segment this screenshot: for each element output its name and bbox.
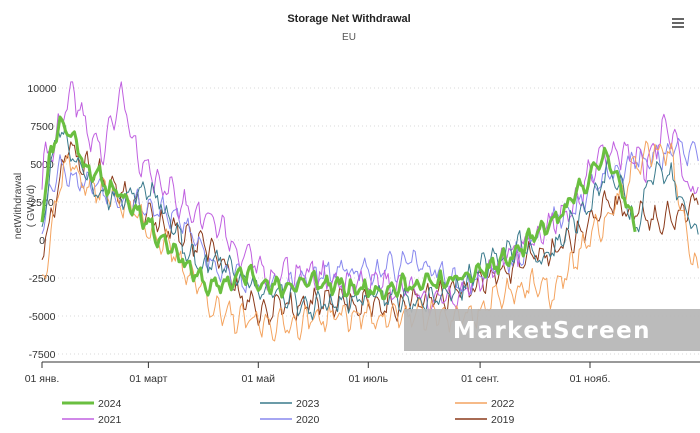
x-tick-label: 01 март [129, 373, 167, 385]
y-tick-label: 0 [39, 235, 45, 247]
x-tick-label: 01 июль [348, 373, 388, 385]
legend-label: 2023 [296, 398, 320, 410]
legend-item-2022[interactable]: 2022 [455, 398, 515, 410]
series-line-2022 [41, 140, 699, 342]
legend-label: 2024 [98, 398, 122, 410]
x-tick-label: 01 май [242, 373, 276, 385]
chart-subtitle: EU [342, 32, 356, 43]
y-axis-label: netWithdrawal [12, 173, 24, 240]
series-line-2021 [41, 81, 699, 316]
series-lines [40, 81, 699, 342]
legend-item-2020[interactable]: 2020 [260, 414, 320, 426]
chart-menu-button[interactable] [670, 16, 686, 30]
legend-item-2021[interactable]: 2021 [62, 414, 122, 426]
x-tick-label: 01 нояб. [570, 373, 611, 385]
y-tick-label: 2500 [30, 197, 54, 209]
legend-label: 2019 [491, 414, 515, 426]
y-tick-label: -2500 [29, 273, 56, 285]
legend-item-2019[interactable]: 2019 [455, 414, 515, 426]
y-tick-label: 10000 [27, 83, 56, 95]
y-axis-title: netWithdrawal ( GWh/d) [12, 173, 37, 240]
legend: 2024 2023 2022 2021 2020 2019 [62, 398, 515, 426]
watermark-text: MarketScreen [453, 318, 651, 344]
watermark-box [404, 309, 700, 351]
legend-label: 2022 [491, 398, 515, 410]
series-line-2024 [40, 115, 637, 301]
x-tick-label: 01 сент. [461, 373, 499, 385]
y-tick-label: -7500 [29, 349, 56, 361]
chart-title: Storage Net Withdrawal [287, 13, 410, 25]
legend-item-2024[interactable]: 2024 [62, 398, 122, 410]
x-tick-label: 01 янв. [25, 373, 60, 385]
y-tick-label: 7500 [30, 121, 54, 133]
x-axis-ticks: 01 янв. 01 март 01 май 01 июль 01 сент. 01 но… [25, 362, 611, 385]
y-tick-label: -5000 [29, 311, 56, 323]
watermark: MarketScreen [404, 309, 700, 351]
legend-label: 2021 [98, 414, 122, 426]
legend-item-2023[interactable]: 2023 [260, 398, 320, 410]
y-axis-unit: ( GWh/d) [25, 185, 37, 228]
legend-label: 2020 [296, 414, 320, 426]
